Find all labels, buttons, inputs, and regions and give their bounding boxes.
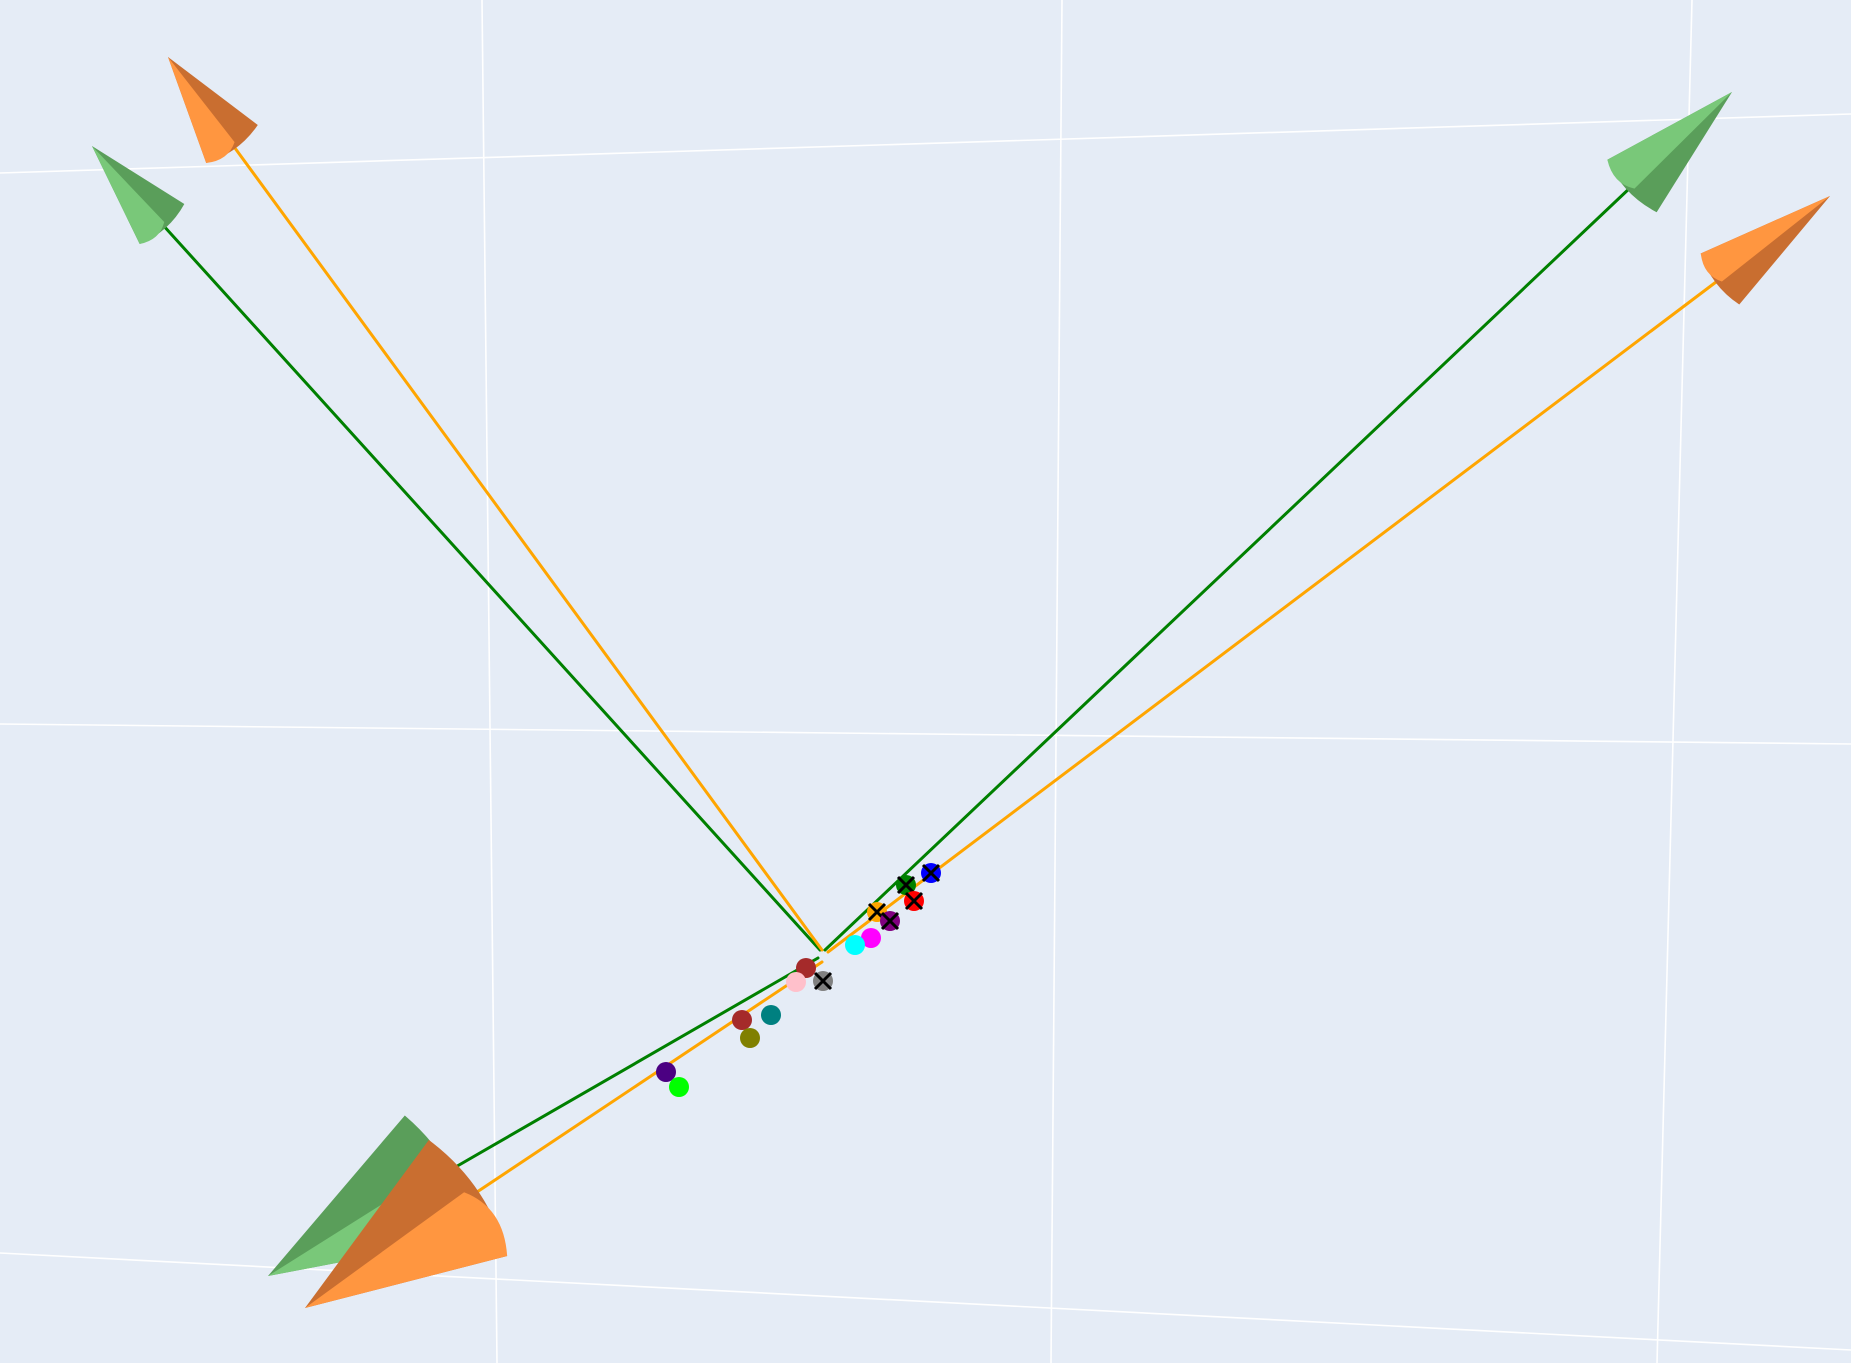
data-point-7[interactable] [845,935,865,955]
data-point-marker [740,1028,760,1048]
gridline-h-top [0,113,1851,174]
gridline-v-right [1656,0,1693,1363]
axis-vector-4 [826,277,1722,954]
data-point-13[interactable] [740,1028,760,1048]
axis-cones [92,57,1830,1308]
axis-cone-1 [92,146,185,245]
data-point-marker [786,972,806,992]
data-point-marker [861,928,881,948]
axis-vector-1 [160,222,822,952]
data-point-x-mark [813,971,833,991]
data-point-2[interactable] [896,875,916,895]
axis-cone-3 [1607,92,1732,213]
data-point-14[interactable] [656,1062,676,1082]
data-point-10[interactable] [786,972,806,992]
axis-cone-4 [1700,196,1830,305]
axis-vector-5 [438,956,820,1178]
axis-cone-3-face [1607,92,1732,189]
gridline-h-middle [0,723,1851,745]
data-point-9[interactable] [813,971,833,991]
data-point-x-mark [904,891,924,911]
gridline-h-bottom [0,1252,1851,1351]
axis-cone-2-face [168,57,235,163]
axis-vector-2 [230,142,824,952]
axis-vector-6 [466,960,824,1200]
data-point-15[interactable] [669,1077,689,1097]
data-point-5[interactable] [880,911,900,931]
data-point-marker [845,935,865,955]
axis-cone-4-face [1700,196,1830,282]
data-point-1[interactable] [921,863,941,883]
data-point-marker [761,1005,781,1025]
gridline-v-middle [1050,0,1063,1363]
data-point-marker [669,1077,689,1097]
data-point-x-mark [880,911,900,931]
axis-cone-1-face [92,146,165,245]
data-point-3[interactable] [904,891,924,911]
data-point-12[interactable] [732,1010,752,1030]
axis-cone-2 [168,57,258,163]
data-point-x-mark [896,875,916,895]
data-point-x-mark [921,863,941,883]
data-points [656,863,941,1097]
axis-cone-4-shade [1700,196,1830,305]
data-point-6[interactable] [861,928,881,948]
axis-vectors [160,142,1722,1200]
axis-cone-6 [305,1139,508,1308]
data-point-8[interactable] [796,958,816,978]
axis-cone-2-shade [168,57,258,163]
data-point-11[interactable] [761,1005,781,1025]
axis-vector-3 [823,184,1634,952]
data-point-marker [796,958,816,978]
data-point-marker [732,1010,752,1030]
axis-cone-6-face [305,1192,508,1308]
data-point-marker [656,1062,676,1082]
gridline-v-left [481,0,498,1363]
